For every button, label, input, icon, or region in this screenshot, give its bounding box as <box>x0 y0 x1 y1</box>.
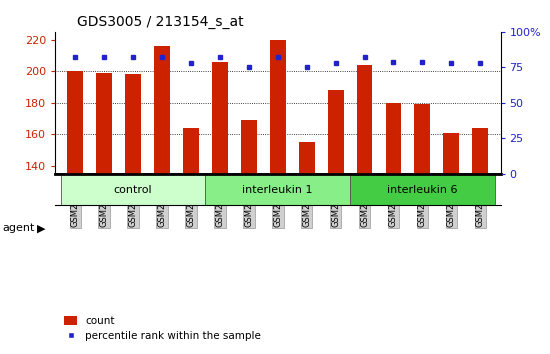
FancyBboxPatch shape <box>350 175 494 205</box>
Bar <box>154 46 170 174</box>
Bar <box>183 128 199 174</box>
Legend: count, percentile rank within the sample: count, percentile rank within the sample <box>60 312 265 345</box>
FancyBboxPatch shape <box>61 175 206 205</box>
FancyBboxPatch shape <box>206 175 350 205</box>
Bar <box>415 104 430 174</box>
Bar <box>472 128 488 174</box>
Bar <box>356 65 372 174</box>
Bar <box>299 142 315 174</box>
Bar <box>96 73 112 174</box>
Text: ▶: ▶ <box>37 223 46 233</box>
Bar <box>125 74 141 174</box>
Text: agent: agent <box>3 223 35 233</box>
Bar <box>212 62 228 174</box>
Text: interleukin 1: interleukin 1 <box>243 184 313 195</box>
Bar <box>328 90 344 174</box>
Bar <box>386 103 401 174</box>
Text: GDS3005 / 213154_s_at: GDS3005 / 213154_s_at <box>77 16 244 29</box>
Bar <box>241 120 257 174</box>
Bar <box>67 71 83 174</box>
Bar <box>443 133 459 174</box>
Text: control: control <box>114 184 152 195</box>
Text: interleukin 6: interleukin 6 <box>387 184 458 195</box>
Bar <box>270 40 285 174</box>
